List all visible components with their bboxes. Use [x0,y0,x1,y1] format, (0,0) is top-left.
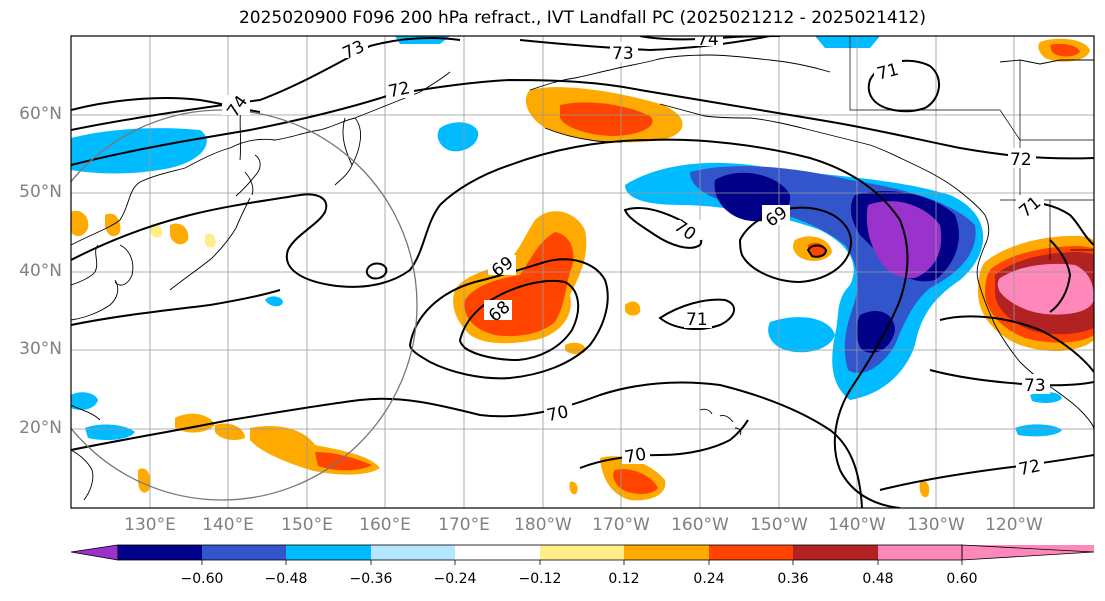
contour-label: 73 [612,44,634,64]
shaded-anomalies [71,36,1094,501]
contour-70-east [1049,239,1072,313]
anomaly-blue-lower [768,317,835,353]
colorbar-seg [793,545,878,560]
lon-label: 130°E [124,515,176,535]
contour-70-c [579,419,749,469]
map-plot-area: 73 73 74 72 74 71 72 71 70 69 69 68 71 [71,30,1094,508]
contour-label: 70 [623,444,648,467]
lon-label: 170°E [438,515,490,535]
contour-label: 72 [1017,456,1042,480]
colorbar-seg [709,545,793,560]
contour-71-mid [658,298,735,330]
borders [849,36,1094,260]
coastlines [71,54,1094,501]
colorbar-seg [70,544,119,561]
lon-label: 140°E [202,515,254,535]
anomaly-blue-nw [71,128,207,174]
colorbar-seg [371,545,455,560]
lat-label-20n: 20°N [19,418,62,438]
lat-label-50n: 50°N [19,182,62,202]
colorbar-seg [455,545,540,560]
colorbar-label: 0.24 [693,571,725,587]
lon-label: 160°E [359,515,411,535]
contour-label: 72 [1010,150,1032,170]
contour-label: 70 [545,402,570,426]
lon-label: 150°E [281,515,333,535]
colorbar-label: −0.48 [264,571,308,587]
contour-73-east [939,315,1094,373]
contour-label: 71 [686,310,708,330]
contour-70-a [623,207,703,249]
lon-label: 170°W [592,515,650,535]
colorbar-seg [286,545,371,560]
colorbar [70,544,1095,565]
colorbar-seg [118,545,202,560]
colorbar-label: 0.36 [777,571,809,587]
anomaly-blue-hokkaido [437,122,479,152]
colorbar-seg [878,545,962,560]
colorbar-label: −0.36 [349,571,393,587]
contour-68 [458,279,580,362]
contour-69-c [408,258,609,380]
colorbar-label: −0.60 [180,571,224,587]
contour-small-40n [365,262,388,280]
lon-label: 180°W [514,515,572,535]
colorbar-label: 0.60 [946,571,978,587]
lat-label-40n: 40°N [19,261,62,281]
contour-72-east [879,454,1094,491]
colorbar-seg [624,545,709,560]
lon-label: 130°W [907,515,965,535]
colorbar-label: −0.24 [433,571,477,587]
anomaly-purple [866,201,942,279]
contour-label: 73 [1024,376,1046,396]
contour-69-b [738,206,852,284]
lon-label: 160°W [671,515,729,535]
contour-label: 74 [697,30,719,50]
contour-70-b [71,381,863,508]
map-frame [70,35,1095,509]
contour-73-b [519,36,771,52]
lon-label: 120°W [985,515,1043,535]
lat-label-30n: 30°N [19,339,62,359]
contour-small-dot [806,244,828,258]
colorbar-label: 0.48 [862,571,894,587]
anomaly-blue-top2 [815,36,880,48]
colorbar-label: −0.12 [518,571,562,587]
contour-72-b [71,138,909,508]
lon-label: 150°W [750,515,808,535]
contour-73-a [71,37,461,131]
colorbar-seg [540,545,624,560]
contour-69-a [71,289,281,326]
colorbar-seg [202,545,286,560]
map-title: 2025020900 F096 200 hPa refract., IVT La… [238,8,926,28]
lon-label: 140°W [828,515,886,535]
gridlines [71,36,1094,508]
contour-71-top [867,59,940,113]
colorbar-label: 0.12 [608,571,640,587]
contour-label: 72 [387,78,412,102]
anomaly-red-bering [560,102,653,136]
contours [71,36,1094,508]
anomaly-navy-south [856,310,895,353]
lat-label-60n: 60°N [19,104,62,124]
contour-72-a [71,78,1094,166]
